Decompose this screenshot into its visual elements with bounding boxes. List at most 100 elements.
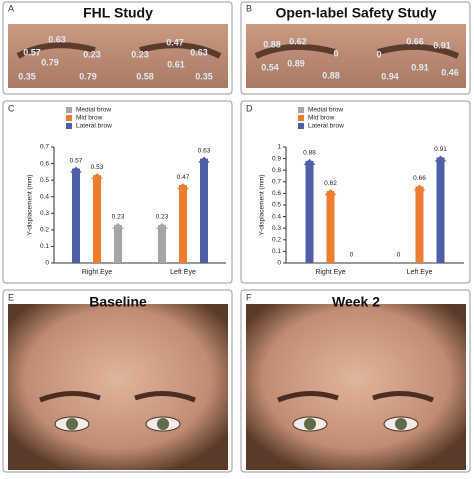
legend-label: Mid brow	[308, 115, 335, 122]
panel-letter: F	[246, 292, 252, 302]
brow-label: 0.54	[261, 62, 279, 72]
panel-title: Baseline	[89, 294, 147, 310]
brow-label: 0.23	[131, 49, 149, 59]
y-tick-label: 0.6	[272, 190, 281, 197]
brow-label: 0.63	[48, 34, 66, 44]
bar	[200, 158, 208, 263]
brow-label: 0.91	[411, 62, 429, 72]
bar-arrowhead	[177, 183, 189, 190]
brow-label: 0	[333, 48, 338, 58]
bar-arrowhead	[91, 173, 103, 180]
y-tick-label: 0.8	[272, 167, 281, 174]
bar-arrowhead	[156, 222, 168, 229]
y-tick-label: 0.4	[40, 193, 49, 200]
legend-label: Medial brow	[76, 107, 111, 114]
brow-label: 0.57	[23, 47, 41, 57]
bar-arrowhead	[434, 155, 447, 162]
legend-swatch	[66, 107, 72, 113]
brow-label: 0.61	[167, 59, 185, 69]
y-tick-label: 0.5	[40, 177, 49, 184]
value-label: 0.47	[177, 174, 190, 181]
brow-label: 0.94	[381, 71, 399, 81]
legend-swatch	[298, 107, 304, 113]
bar	[72, 168, 80, 263]
legend-swatch	[298, 123, 304, 129]
brow-label: 0.63	[190, 47, 208, 57]
legend-label: Lateral brow	[308, 123, 344, 130]
y-tick-label: 0.4	[272, 213, 281, 220]
y-tick-label: 0	[45, 260, 49, 267]
panel-letter: B	[246, 3, 252, 13]
panel-title: FHL Study	[83, 5, 153, 21]
legend-label: Medial brow	[308, 107, 343, 114]
y-tick-label: 0.2	[272, 237, 281, 244]
value-label: 0	[397, 252, 401, 259]
brow-label: 0.47	[166, 37, 184, 47]
brow-label: 0.89	[287, 58, 305, 68]
y-tick-label: 0.1	[272, 248, 281, 255]
value-label: 0	[350, 252, 354, 259]
value-label: 0.23	[112, 214, 125, 221]
brow-label: 0.35	[18, 71, 36, 81]
brow-label: 0.62	[289, 36, 307, 46]
value-label: 0.66	[413, 175, 426, 182]
bar	[93, 175, 101, 263]
brow-label: 0.46	[441, 67, 459, 77]
bar	[158, 224, 166, 263]
legend-swatch	[298, 115, 304, 121]
bar	[305, 160, 314, 263]
y-tick-label: 0.1	[40, 243, 49, 250]
brow-label: 0.88	[322, 70, 340, 80]
legend-label: Lateral brow	[76, 123, 112, 130]
value-label: 0.63	[198, 147, 211, 154]
bar-arrowhead	[70, 166, 82, 173]
bar-arrowhead	[112, 222, 124, 229]
y-tick-label: 0.3	[272, 225, 281, 232]
legend-swatch	[66, 123, 72, 129]
bar	[114, 224, 122, 263]
brow-label: 0	[376, 49, 381, 59]
bar-arrowhead	[303, 158, 316, 165]
brow-label: 0.79	[79, 71, 97, 81]
bar	[415, 186, 424, 263]
value-label: 0.23	[156, 214, 169, 221]
legend-label: Mid brow	[76, 115, 103, 122]
brow-label: 0.66	[406, 36, 424, 46]
panel-title: Open-label Safety Study	[275, 5, 436, 21]
y-tick-label: 0.7	[40, 144, 49, 151]
bar-arrowhead	[198, 156, 210, 163]
legend-swatch	[66, 115, 72, 121]
brow-label: 0.58	[136, 71, 154, 81]
x-tick-label: Left Eye	[407, 269, 433, 276]
brow-label: 0.23	[83, 49, 101, 59]
brow-label: 0.88	[263, 39, 281, 49]
y-tick-label: 0.6	[40, 160, 49, 167]
panel-letter: D	[246, 103, 253, 113]
value-label: 0.62	[324, 180, 337, 187]
panel-letter: A	[8, 3, 14, 13]
y-tick-label: 1	[277, 144, 281, 151]
panel-frames	[2, 1, 471, 473]
y-tick-label: 0	[277, 260, 281, 267]
y-tick-label: 0.3	[40, 210, 49, 217]
bar	[179, 185, 187, 263]
y-axis-label: Y-displacement (mm)	[259, 174, 266, 235]
y-axis-label: Y-displacement (mm)	[27, 174, 34, 235]
panel-title: Week 2	[332, 294, 380, 310]
value-label: 0.91	[434, 146, 447, 153]
forehead-photos	[8, 24, 466, 470]
brow-label: 0.79	[41, 57, 59, 67]
bar	[326, 191, 335, 263]
panel-letter: E	[8, 292, 14, 302]
value-label: 0.57	[70, 157, 83, 164]
bar	[436, 157, 445, 263]
y-tick-label: 0.2	[40, 227, 49, 234]
x-tick-label: Right Eye	[315, 269, 345, 276]
brow-label: 0.35	[195, 71, 213, 81]
y-tick-label: 0.9	[272, 155, 281, 162]
panel-letter: C	[8, 103, 15, 113]
brow-label: 0.91	[433, 40, 451, 50]
y-tick-label: 0.7	[272, 179, 281, 186]
